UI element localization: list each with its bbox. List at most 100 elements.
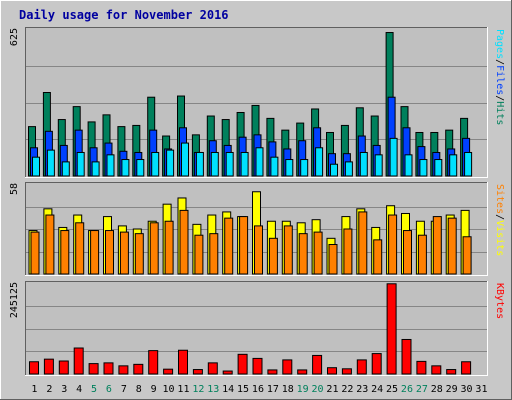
bar-kbytes — [371, 353, 382, 375]
bar-pages — [389, 137, 398, 177]
bar-sites — [432, 216, 442, 275]
bar-pages — [285, 159, 294, 177]
x-axis-day-label: 31 — [475, 384, 487, 395]
panel-hits-files-pages: 625 Pages/Files/Hits — [9, 27, 505, 178]
bar-pages — [359, 151, 368, 177]
bar-kbytes — [29, 361, 39, 375]
x-axis-day-label: 6 — [106, 384, 112, 395]
x-axis-day-label: 19 — [297, 384, 309, 395]
bar-sites — [45, 214, 55, 275]
panel-kbytes: 245125 KBytes — [9, 281, 505, 376]
bar-sites — [194, 234, 204, 275]
bar-sites — [328, 244, 338, 275]
bar-pages — [181, 142, 189, 177]
x-axis-day-label: 12 — [192, 384, 204, 395]
bar-sites — [179, 209, 189, 275]
x-axis-day-label: 20 — [312, 384, 324, 395]
x-axis-day-label: 29 — [446, 384, 458, 395]
bar-sites — [75, 222, 85, 275]
x-axis-day-label: 15 — [237, 384, 249, 395]
legend-kbytes: KBytes — [494, 283, 505, 319]
bar-kbytes — [431, 365, 442, 375]
bar-kbytes — [252, 357, 263, 375]
bar-kbytes — [297, 369, 308, 375]
x-axis-day-label: 26 — [401, 384, 413, 395]
x-axis-day-label: 21 — [326, 384, 338, 395]
bar-sites — [268, 237, 278, 275]
bar-kbytes — [356, 359, 367, 375]
legend-entry: KBytes — [494, 283, 505, 319]
bar-pages — [374, 154, 383, 177]
bar-kbytes — [401, 338, 412, 375]
bar-kbytes — [118, 365, 129, 375]
bar-sites — [30, 231, 40, 275]
bar-sites — [224, 217, 234, 275]
bar-sites — [298, 233, 308, 275]
bar-kbytes — [103, 362, 114, 375]
bar-sites — [254, 225, 263, 275]
x-axis-day-label: 7 — [121, 384, 127, 395]
bar-pages — [166, 149, 175, 177]
bar-pages — [315, 147, 324, 177]
legend-entry: Files — [494, 65, 505, 95]
bar-pages — [255, 147, 264, 177]
bar-sites — [373, 239, 383, 275]
bar-pages — [32, 156, 40, 177]
bar-kbytes — [327, 367, 337, 375]
panel-visits-sites: 58 Sites/Visits — [9, 182, 505, 276]
bar-sites — [403, 230, 412, 275]
bar-sites — [343, 228, 353, 275]
bar-pages — [210, 151, 219, 177]
bar-sites — [105, 230, 114, 275]
bar-kbytes — [163, 368, 174, 375]
bar-kbytes — [73, 347, 84, 375]
bar-kbytes — [341, 368, 352, 375]
x-axis-day-label: 16 — [252, 384, 264, 395]
x-axis-day-label: 22 — [341, 384, 353, 395]
bar-sites — [283, 225, 293, 275]
x-axis-day-label: 17 — [267, 384, 279, 395]
bar-pages — [330, 163, 338, 177]
bar-pages — [270, 156, 279, 177]
bar-pages — [195, 151, 204, 177]
x-axis-day-label: 27 — [416, 384, 428, 395]
legend-entry: / — [494, 214, 505, 220]
x-axis-day-label: 8 — [136, 384, 142, 395]
bar-sites — [388, 214, 398, 275]
bar-kbytes — [133, 363, 144, 375]
bar-kbytes — [416, 360, 427, 375]
bar-kbytes — [237, 353, 248, 375]
bar-sites — [313, 231, 323, 275]
bar-pages — [136, 159, 145, 177]
x-axis-day-label: 11 — [177, 384, 189, 395]
legend-entry: / — [494, 59, 505, 65]
bar-pages — [225, 151, 234, 177]
x-axis-day-label: 24 — [371, 384, 383, 395]
x-axis-day-label: 28 — [431, 384, 443, 395]
x-axis-day-label: 3 — [61, 384, 67, 395]
bar-kbytes — [282, 359, 293, 375]
bar-pages — [344, 161, 353, 177]
bar-sites — [447, 217, 457, 275]
bar-kbytes — [178, 349, 188, 375]
bar-kbytes — [58, 360, 69, 375]
x-axis-day-label: 18 — [282, 384, 294, 395]
bar-pages — [106, 154, 115, 177]
x-axis-day-label: 13 — [207, 384, 219, 395]
y-axis-max-label: 625 — [9, 28, 20, 46]
legend-entry: / — [494, 95, 505, 101]
bar-sites — [462, 236, 472, 275]
x-axis-day-label: 14 — [222, 384, 234, 395]
bar-pages — [46, 149, 55, 177]
x-axis-day-label: 2 — [46, 384, 52, 395]
bar-kbytes — [192, 369, 203, 375]
bar-pages — [300, 159, 309, 177]
bar-kbytes — [446, 369, 457, 375]
x-axis-day-label: 9 — [151, 384, 157, 395]
bar-kbytes — [312, 354, 323, 375]
bar-sites — [239, 216, 249, 275]
x-axis-day-label: 23 — [356, 384, 368, 395]
bar-sites — [60, 230, 70, 275]
